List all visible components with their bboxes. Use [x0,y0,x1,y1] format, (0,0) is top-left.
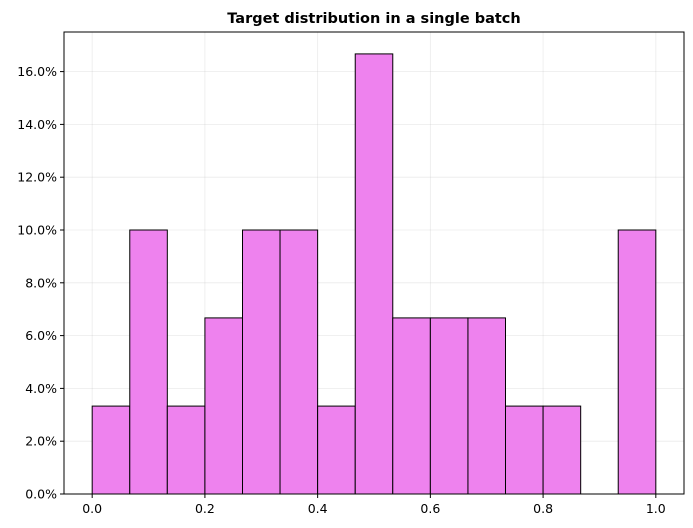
y-tick-label-2: 4.0% [25,381,57,396]
x-tick-label-2: 0.4 [308,501,328,516]
histogram-bar-2 [166,405,206,495]
y-tick-label-1: 2.0% [25,434,57,449]
y-tick-label-4: 8.0% [25,275,57,290]
histogram-bar-3 [204,317,244,495]
histogram-bar-1 [129,229,168,495]
y-tick-label-5: 10.0% [17,223,57,238]
y-tick-label-7: 14.0% [17,117,57,132]
y-tick-label-0: 0.0% [25,487,57,502]
plot-frame [63,31,685,495]
chart-title: Target distribution in a single batch [227,11,520,27]
x-tick-label-3: 0.6 [420,501,440,516]
histogram-bar-7 [354,53,394,495]
histogram-bar-5 [279,229,319,495]
y-tick-label-3: 6.0% [25,328,57,343]
y-tick-label-6: 12.0% [17,170,57,185]
histogram-bar-0 [91,405,131,495]
x-tick-label-5: 1.0 [646,501,666,516]
histogram-bar-8 [392,317,431,495]
histogram-bar-11 [504,405,544,495]
histogram-bar-9 [429,317,469,495]
histogram-bar-14 [617,229,657,495]
y-tick-label-8: 16.0% [17,64,57,79]
histogram-bar-4 [242,229,281,495]
axes: 0.0 0.2 0.4 0.6 0.8 1.0 0.0% 2.0% 4.0% 6.0% 8.0% 10… [17,31,685,516]
x-tick-label-0: 0.0 [82,501,102,516]
histogram-bar-12 [542,405,582,495]
histogram-bar-6 [317,405,356,495]
histogram-bar-10 [467,317,506,495]
x-tick-label-4: 0.8 [533,501,553,516]
histogram-bars [91,53,657,495]
x-tick-label-1: 0.2 [195,501,215,516]
